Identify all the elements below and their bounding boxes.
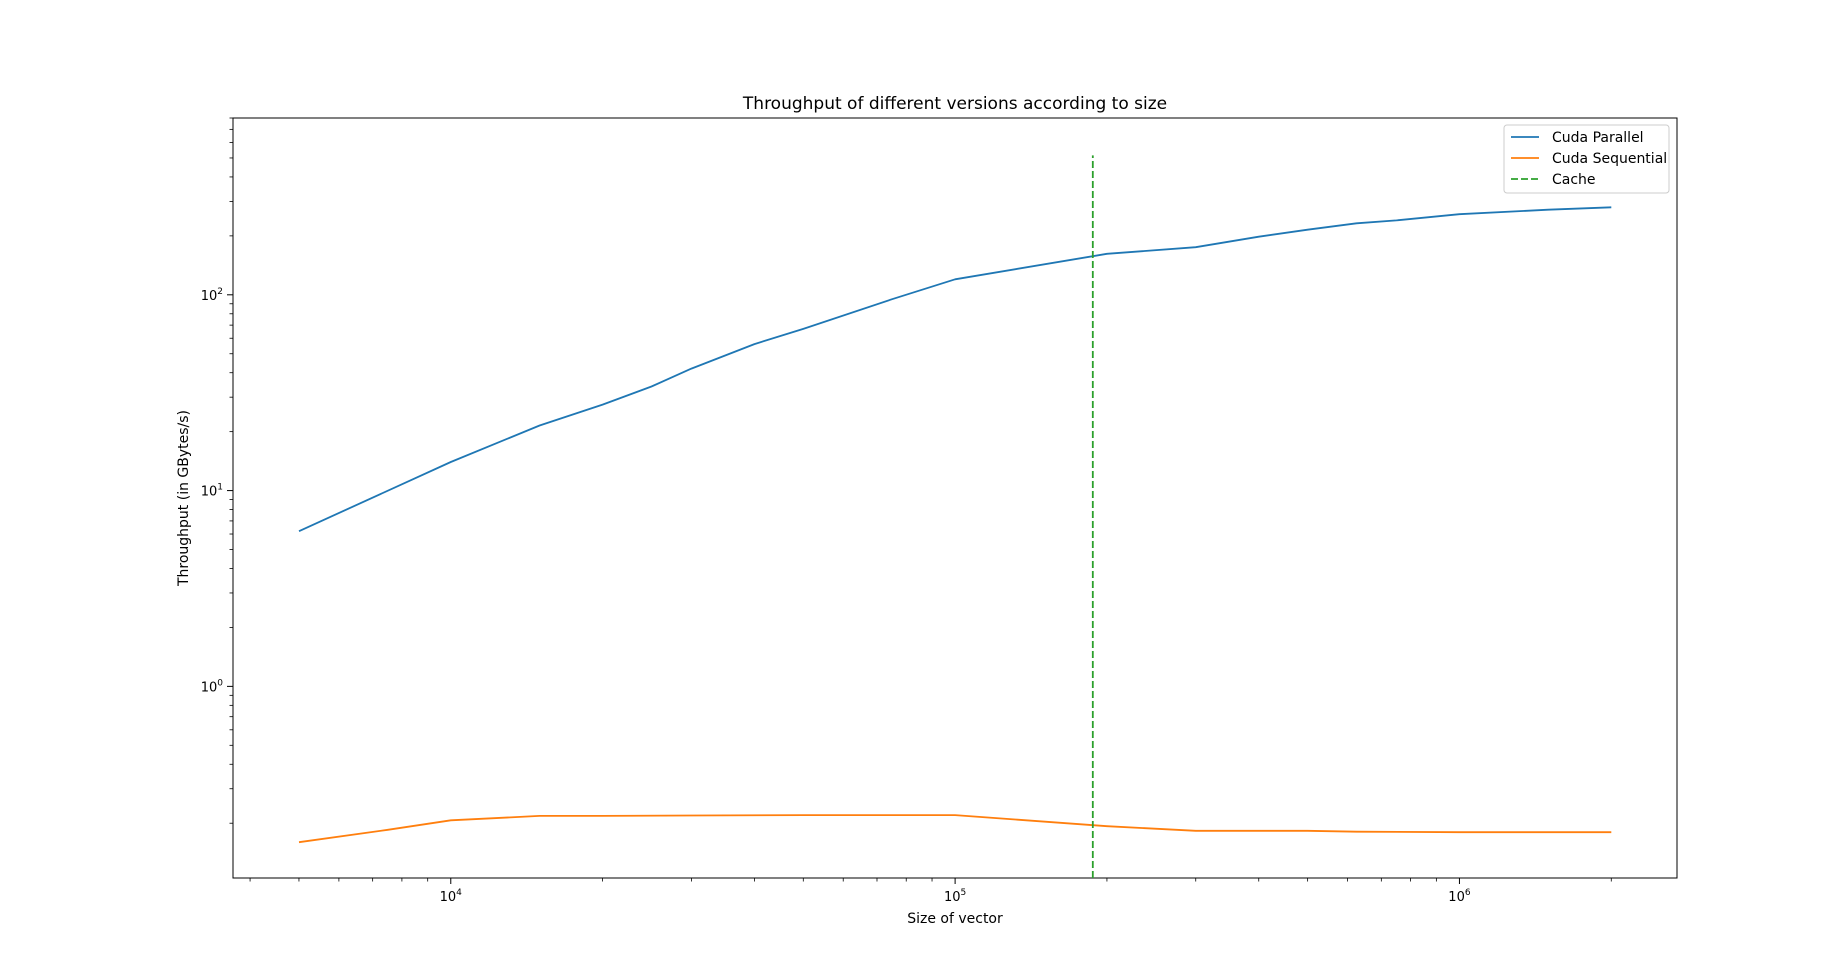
legend-frame [1503, 124, 1670, 194]
x-tick-label: 105 [944, 888, 966, 905]
x-axis: 104 105 106 [249, 878, 1612, 905]
x-tick-label-exponent: 4 [456, 888, 462, 898]
y-tick-label-base: 10 [201, 289, 218, 304]
x-tick-label-exponent: 6 [1465, 888, 1471, 898]
series-line-1 [298, 814, 1612, 844]
x-tick-label-base: 10 [1448, 890, 1465, 905]
chart-title: Throughput of different versions accordi… [742, 94, 1167, 114]
y-axis-label: Throughput (in GBytes/s) [176, 410, 192, 587]
series-line-0 [298, 206, 1612, 533]
legend-label-1: Cuda Sequential [1552, 151, 1667, 167]
y-tick-label-base: 10 [201, 485, 218, 500]
legend: Cuda Parallel Cuda Sequential Cache [1503, 124, 1670, 194]
x-tick-label-base: 10 [944, 890, 961, 905]
plot-area [232, 117, 1678, 879]
y-tick-label-exponent: 0 [217, 678, 223, 688]
x-tick-label-exponent: 5 [961, 888, 967, 898]
y-tick-label-base: 10 [201, 680, 218, 695]
x-tick-label: 104 [440, 888, 463, 905]
y-tick-label: 102 [201, 287, 223, 304]
legend-label-0: Cuda Parallel [1552, 130, 1644, 146]
y-tick-label-exponent: 2 [217, 287, 223, 297]
y-tick-label: 101 [201, 483, 223, 500]
x-tick-label-base: 10 [440, 890, 457, 905]
x-tick-label: 106 [1448, 888, 1471, 905]
legend-label-2: Cache [1552, 172, 1596, 188]
x-axis-label: Size of vector [907, 911, 1003, 927]
series-layer [298, 155, 1612, 878]
y-tick-label: 100 [201, 678, 224, 695]
y-tick-label-exponent: 1 [217, 483, 223, 493]
